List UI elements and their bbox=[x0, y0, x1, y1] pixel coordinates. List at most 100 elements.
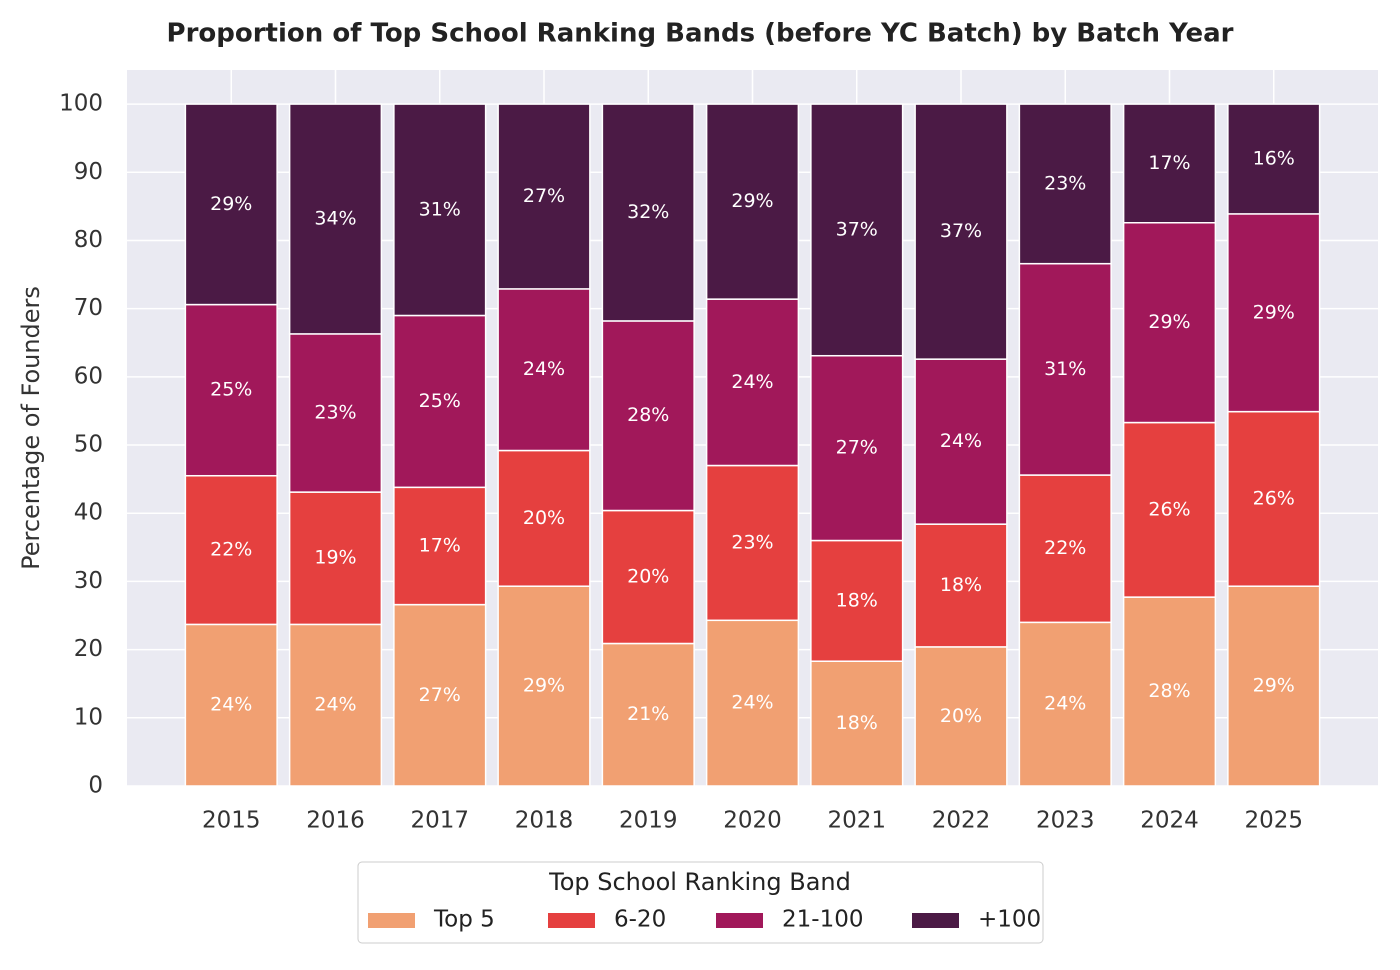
data-label: 22% bbox=[210, 539, 252, 561]
bar-segment bbox=[1227, 103, 1321, 215]
x-tick-label: 2020 bbox=[723, 808, 782, 834]
data-label: 20% bbox=[523, 507, 565, 529]
bar-segment bbox=[1122, 421, 1217, 598]
chart-title: Proportion of Top School Ranking Bands (… bbox=[167, 19, 1234, 49]
bar-segment bbox=[1227, 410, 1321, 587]
bar-segment bbox=[1122, 103, 1217, 224]
legend-swatch bbox=[716, 913, 763, 928]
data-label: 24% bbox=[940, 430, 982, 452]
bar-segment bbox=[914, 646, 1008, 787]
bar-segment bbox=[601, 509, 695, 645]
data-label: 16% bbox=[1253, 147, 1295, 169]
x-tick-label: 2025 bbox=[1244, 808, 1303, 834]
bar-segment bbox=[601, 320, 695, 512]
data-label: 21% bbox=[627, 703, 669, 725]
bar-segment bbox=[497, 288, 591, 452]
bar-segment bbox=[1018, 103, 1112, 265]
data-label: 28% bbox=[627, 404, 669, 426]
data-label: 18% bbox=[836, 712, 878, 734]
x-tick-label: 2021 bbox=[827, 808, 886, 834]
data-label: 23% bbox=[314, 401, 356, 423]
data-label: 34% bbox=[314, 207, 356, 229]
data-label: 29% bbox=[1148, 311, 1190, 333]
data-label: 29% bbox=[523, 675, 565, 697]
y-tick-label: 90 bbox=[74, 159, 103, 185]
y-tick-label: 70 bbox=[74, 295, 103, 321]
data-label: 29% bbox=[1253, 675, 1295, 697]
bar-segment bbox=[914, 103, 1008, 360]
bar-segment bbox=[1122, 596, 1217, 787]
bar-segment bbox=[601, 103, 695, 322]
data-label: 28% bbox=[1148, 680, 1190, 702]
data-label: 29% bbox=[731, 190, 773, 212]
data-label: 25% bbox=[419, 390, 461, 412]
bar-segment bbox=[184, 474, 278, 626]
x-tick-label: 2017 bbox=[410, 808, 469, 834]
bar-segment bbox=[393, 103, 487, 317]
bar-segment bbox=[601, 642, 695, 787]
y-tick-label: 20 bbox=[74, 636, 103, 662]
data-label: 37% bbox=[836, 218, 878, 240]
bar-segment bbox=[1018, 621, 1112, 787]
bar-segment bbox=[705, 103, 800, 300]
data-label: 24% bbox=[210, 694, 252, 716]
data-label: 26% bbox=[1148, 498, 1190, 520]
y-tick-label: 60 bbox=[74, 363, 103, 389]
data-label: 27% bbox=[836, 437, 878, 459]
bar-segment bbox=[497, 449, 591, 587]
bar-segment bbox=[184, 103, 278, 306]
data-label: 17% bbox=[1148, 152, 1190, 174]
bar-segment bbox=[705, 619, 800, 787]
data-label: 24% bbox=[314, 694, 356, 716]
data-label: 29% bbox=[210, 193, 252, 215]
legend-box bbox=[357, 861, 1044, 944]
legend-label: +100 bbox=[978, 907, 1041, 933]
data-label: 19% bbox=[314, 547, 356, 569]
legend-swatch bbox=[368, 913, 415, 928]
x-tick-label: 2019 bbox=[619, 808, 678, 834]
data-label: 24% bbox=[731, 371, 773, 393]
bar-segment bbox=[393, 486, 487, 606]
data-label: 22% bbox=[1044, 537, 1086, 559]
data-label: 17% bbox=[419, 534, 461, 556]
data-label: 20% bbox=[627, 565, 669, 587]
x-tick-label: 2022 bbox=[932, 808, 991, 834]
data-label: 26% bbox=[1253, 487, 1295, 509]
data-label: 27% bbox=[523, 185, 565, 207]
legend-swatch bbox=[912, 913, 959, 928]
data-label: 24% bbox=[523, 358, 565, 380]
x-tick-label: 2024 bbox=[1140, 808, 1199, 834]
data-label: 29% bbox=[1253, 301, 1295, 323]
bar-segment bbox=[914, 358, 1008, 525]
data-label: 24% bbox=[1044, 693, 1086, 715]
bar-segment bbox=[393, 603, 487, 787]
x-tick-label: 2018 bbox=[515, 808, 574, 834]
bar-segment bbox=[288, 491, 383, 626]
data-label: 25% bbox=[210, 379, 252, 401]
bar-segment bbox=[705, 298, 800, 467]
bar-segment bbox=[1122, 221, 1217, 424]
bar-segment bbox=[1227, 213, 1321, 413]
x-tick-label: 2015 bbox=[202, 808, 261, 834]
data-label: 23% bbox=[731, 531, 773, 553]
y-axis-label: Percentage of Founders bbox=[17, 286, 45, 570]
legend-title: Top School Ranking Band bbox=[548, 868, 851, 896]
bar-segment bbox=[288, 103, 383, 335]
y-tick-label: 40 bbox=[74, 500, 103, 526]
legend-label: 6-20 bbox=[614, 907, 666, 933]
bar-segment bbox=[288, 333, 383, 493]
data-label: 27% bbox=[419, 684, 461, 706]
bar-segment bbox=[810, 660, 904, 787]
data-label: 18% bbox=[836, 589, 878, 611]
bar-segment bbox=[705, 464, 800, 622]
bar-segment bbox=[288, 623, 383, 787]
y-tick-label: 100 bbox=[59, 91, 103, 117]
bar-segment bbox=[810, 539, 904, 662]
data-label: 20% bbox=[940, 705, 982, 727]
bar-segment bbox=[184, 303, 278, 477]
data-label: 32% bbox=[627, 201, 669, 223]
data-label: 31% bbox=[1044, 358, 1086, 380]
legend-label: 21-100 bbox=[782, 907, 863, 933]
bar-segment bbox=[393, 314, 487, 489]
y-tick-label: 80 bbox=[74, 227, 103, 253]
